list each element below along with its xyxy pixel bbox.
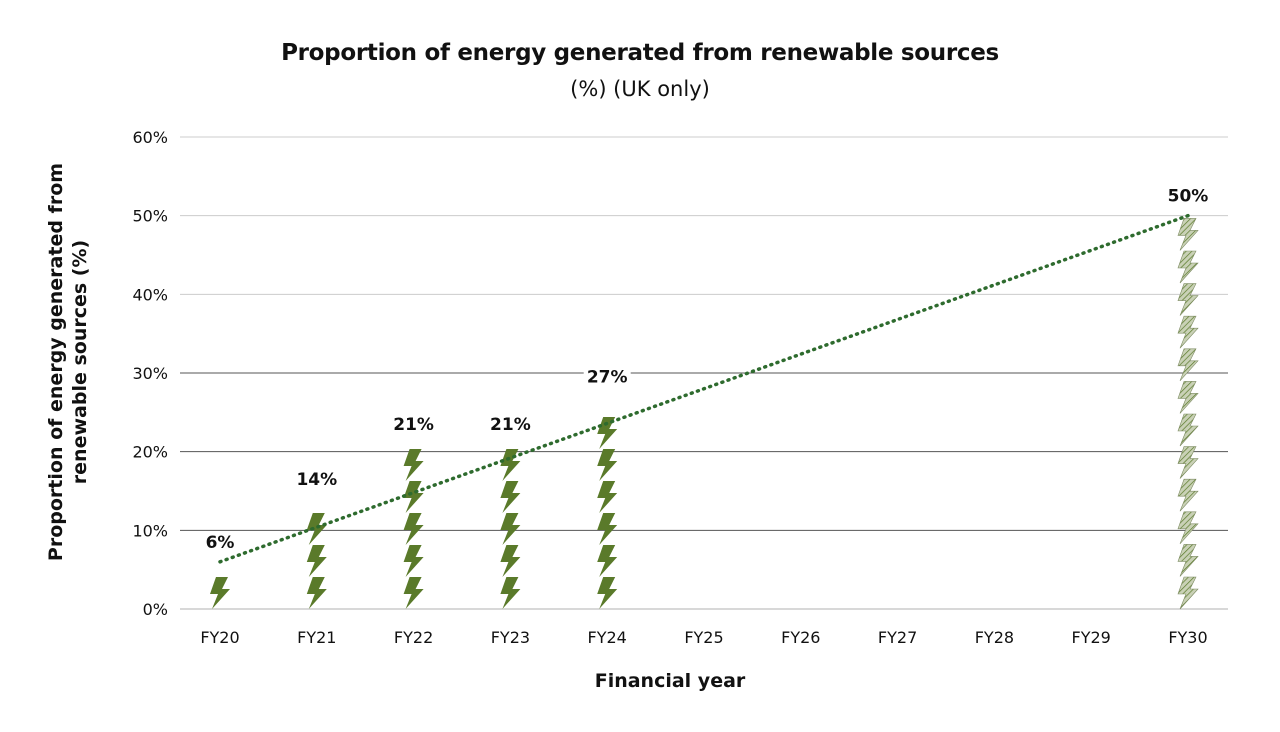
- bar: [210, 577, 230, 609]
- bolt-segment: [403, 577, 424, 609]
- trendline: [218, 213, 1190, 564]
- bolt-segment: [597, 417, 618, 449]
- bolt-segment: [500, 449, 521, 481]
- bolt-segment: [597, 545, 618, 577]
- data-label-bg: [583, 366, 631, 389]
- bar: [597, 417, 618, 609]
- bolt-segment: [1177, 413, 1199, 447]
- bolt-segment: [1177, 478, 1199, 512]
- x-tick-label: FY20: [200, 628, 239, 647]
- x-tick-label: FY30: [1168, 628, 1207, 647]
- data-label-bg: [486, 413, 534, 436]
- bolt-segment: [1177, 511, 1199, 545]
- x-tick-label: FY22: [394, 628, 433, 647]
- data-label: 14%: [296, 470, 337, 490]
- bolt-segment: [403, 545, 424, 577]
- data-label: 21%: [490, 415, 531, 435]
- bolt-segment: [597, 513, 618, 545]
- bolt-segment: [306, 513, 327, 545]
- x-tick-label: FY24: [588, 628, 627, 647]
- bolt-segment: [1177, 576, 1199, 610]
- bolt-segment: [403, 449, 424, 481]
- x-tick-label: FY29: [1072, 628, 1111, 647]
- x-tick-label: FY27: [878, 628, 917, 647]
- bolt-segment: [1177, 381, 1199, 414]
- bolt-segment: [597, 449, 618, 481]
- y-tick-label: 10%: [132, 521, 168, 540]
- bolt-segment: [500, 545, 521, 577]
- bar: [306, 513, 327, 609]
- bolt-segment: [597, 577, 618, 609]
- data-label-bg: [202, 531, 238, 554]
- bolt-segment: [1177, 544, 1199, 577]
- bolt-segment: [403, 481, 424, 513]
- bolt-segment: [1177, 348, 1199, 382]
- target-bar: [1177, 218, 1199, 610]
- data-label: 50%: [1168, 187, 1209, 207]
- bar: [403, 449, 424, 609]
- data-label-bg: [1164, 185, 1212, 208]
- data-label-bg: [390, 413, 438, 436]
- x-tick-label: FY25: [684, 628, 723, 647]
- data-label: 21%: [393, 415, 434, 435]
- bolt-segment: [500, 577, 521, 609]
- x-tick-label: FY23: [491, 628, 530, 647]
- y-tick-label: 40%: [132, 285, 168, 304]
- bolt-segment: [1177, 446, 1199, 479]
- bolt-segment: [403, 513, 424, 545]
- bolt-segment: [597, 481, 618, 513]
- x-tick-label: FY28: [975, 628, 1014, 647]
- bolt-segment: [1177, 315, 1199, 349]
- bolt-segment: [210, 577, 230, 609]
- bolt-segment: [500, 513, 521, 545]
- y-tick-label: 0%: [143, 600, 168, 619]
- bolt-segment: [306, 545, 327, 577]
- y-tick-label: 60%: [132, 128, 168, 147]
- y-tick-label: 20%: [132, 443, 168, 462]
- bolt-segment: [500, 481, 521, 513]
- data-label: 6%: [206, 533, 235, 553]
- y-tick-label: 30%: [132, 364, 168, 383]
- bar: [500, 449, 521, 609]
- chart-title: Proportion of energy generated from rene…: [281, 40, 999, 66]
- data-label: 27%: [587, 368, 628, 388]
- x-tick-label: FY21: [297, 628, 336, 647]
- x-axis-label: Financial year: [594, 670, 746, 692]
- data-label-bg: [293, 468, 341, 491]
- chart-subtitle: (%) (UK only): [570, 77, 710, 101]
- y-tick-label: 50%: [132, 207, 168, 226]
- bolt-segment: [1177, 283, 1199, 316]
- bolt-segment: [1177, 250, 1199, 284]
- bolt-segment: [1177, 218, 1199, 251]
- x-tick-label: FY26: [781, 628, 820, 647]
- bolt-segment: [306, 577, 327, 609]
